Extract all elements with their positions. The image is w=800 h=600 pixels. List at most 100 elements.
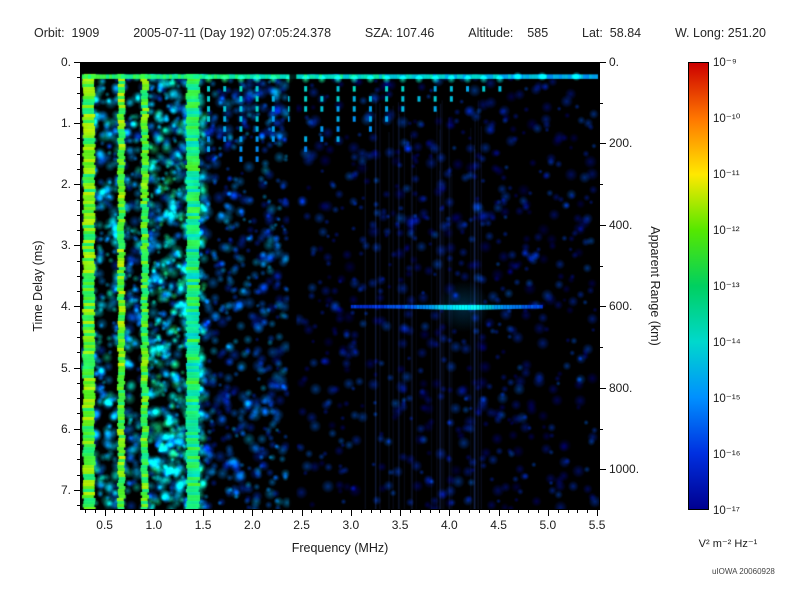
range-axis-minor-tick: [600, 265, 603, 267]
x-axis-minor-tick: [173, 510, 175, 513]
x-axis-minor-tick: [163, 510, 165, 513]
x-axis-tick: [301, 510, 303, 516]
range-axis-tick: [600, 143, 606, 145]
range-axis-tick-label: 0.: [609, 55, 620, 69]
y-axis-minor-tick: [77, 474, 80, 476]
x-axis-minor-tick: [409, 510, 411, 513]
range-axis-tick-label: 800.: [609, 380, 633, 395]
spectrogram-image: [81, 63, 599, 509]
x-axis-minor-tick: [311, 510, 313, 513]
watermark: uIOWA 20060928: [712, 567, 775, 576]
x-axis-minor-tick: [84, 510, 86, 513]
x-axis-minor-tick: [262, 510, 264, 513]
y-axis-minor-tick: [77, 168, 80, 170]
colorbar-tick-label: 10⁻¹⁴: [713, 337, 741, 349]
x-axis-minor-tick: [518, 510, 520, 513]
altitude-value: Altitude: 585: [468, 26, 549, 40]
x-axis-minor-tick: [281, 510, 283, 513]
spectrogram-plot-frame: [80, 62, 600, 510]
x-axis-minor-tick: [390, 510, 392, 513]
y-axis-minor-tick: [77, 321, 80, 323]
range-axis-tick: [600, 306, 606, 308]
x-axis-minor-tick: [193, 510, 195, 513]
x-axis-tick: [203, 510, 205, 516]
x-axis-minor-tick: [340, 510, 342, 513]
x-axis-tick-label: 4.5: [490, 518, 507, 532]
x-axis-tick: [449, 510, 451, 516]
x-axis-minor-tick: [291, 510, 293, 513]
x-axis-minor-tick: [459, 510, 461, 513]
x-axis-minor-tick: [183, 510, 185, 513]
y-axis-minor-tick: [77, 153, 80, 155]
y-axis-minor-tick: [77, 398, 80, 400]
y-axis-minor-tick: [77, 505, 80, 507]
colorbar-tick-label: 10⁻¹⁷: [713, 505, 740, 517]
x-axis-minor-tick: [528, 510, 530, 513]
x-axis-minor-tick: [469, 510, 470, 513]
x-axis-minor-tick: [478, 510, 480, 513]
colorbar-tick-label: 10⁻¹³: [713, 281, 740, 293]
y-axis-tick-label: 5.: [60, 360, 71, 375]
orbit-value: Orbit: 1909: [34, 26, 100, 40]
y-axis-tick: [74, 123, 80, 125]
y-axis-tick: [74, 184, 80, 186]
x-axis-tick-label: 5.5: [588, 518, 606, 532]
x-axis-minor-tick: [370, 510, 372, 513]
x-axis-minor-tick: [321, 510, 323, 513]
x-axis-tick: [104, 510, 106, 516]
range-axis-tick-label: 1000.: [609, 462, 640, 477]
y-axis-minor-tick: [77, 230, 80, 232]
x-axis-minor-tick: [114, 510, 116, 513]
y-axis-minor-tick: [77, 77, 80, 79]
range-axis-tick-label: 600.: [609, 299, 633, 314]
colorbar-tick-label: 10⁻¹¹: [713, 169, 740, 181]
range-axis-tick: [600, 62, 606, 63]
y-axis-minor-tick: [77, 107, 80, 109]
x-axis-tick-label: 5.0: [539, 518, 557, 532]
x-axis-tick: [350, 510, 352, 516]
x-axis-minor-tick: [567, 510, 569, 513]
x-axis-minor-tick: [232, 510, 234, 513]
x-axis-title-frequency: Frequency (MHz): [291, 541, 389, 555]
range-axis-tick: [600, 387, 606, 389]
datetime-value: 2005-07-11 (Day 192) 07:05:24.378: [133, 26, 332, 40]
x-axis-minor-tick: [439, 510, 441, 513]
y-axis-tick: [74, 245, 80, 247]
range-axis-minor-tick: [600, 347, 603, 349]
y-axis-minor-tick: [77, 275, 80, 277]
x-axis-minor-tick: [222, 510, 224, 513]
sza-value: SZA: 107.46: [364, 26, 435, 40]
x-axis-minor-tick: [144, 510, 145, 513]
x-axis-tick-label: 4.0: [440, 518, 458, 532]
x-axis-minor-tick: [508, 510, 510, 513]
range-axis-minor-tick: [600, 102, 603, 104]
header-info: Orbit: 1909 2005-07-11 (Day 192) 07:05:2…: [34, 26, 766, 40]
x-axis-minor-tick: [419, 510, 421, 513]
range-axis-tick-label: 400.: [609, 217, 633, 232]
y-axis-minor-tick: [77, 199, 80, 201]
y-axis-tick: [74, 367, 80, 369]
x-axis-minor-tick: [577, 510, 579, 513]
y-axis-minor-tick: [77, 291, 80, 293]
y-axis-tick-label: 3.: [60, 238, 71, 253]
y-axis-tick-label: 2.: [60, 177, 71, 192]
y-axis-minor-tick: [77, 214, 80, 216]
y-axis-minor-tick: [77, 260, 80, 262]
colorbar-unit-label: V² m⁻² Hz⁻¹: [698, 538, 758, 550]
x-axis-tick-label: 2.0: [244, 518, 261, 532]
x-axis-minor-tick: [557, 510, 559, 513]
x-axis-tick-label: 1.0: [145, 518, 163, 532]
y-axis-minor-tick: [77, 138, 80, 140]
x-axis-minor-tick: [272, 510, 274, 513]
y-axis-minor-tick: [77, 352, 80, 354]
x-axis-minor-tick: [429, 510, 431, 513]
x-axis-tick-label: 1.5: [194, 518, 212, 532]
y-axis-tick-label: 0.: [60, 55, 71, 69]
x-axis-minor-tick: [331, 510, 333, 513]
x-axis-tick: [252, 510, 254, 516]
colorbar-tick-label: 10⁻¹⁰: [713, 113, 741, 125]
x-axis-tick: [597, 510, 599, 516]
colorbar-tick-label: 10⁻¹⁵: [713, 393, 741, 405]
x-axis-minor-tick: [488, 510, 490, 513]
